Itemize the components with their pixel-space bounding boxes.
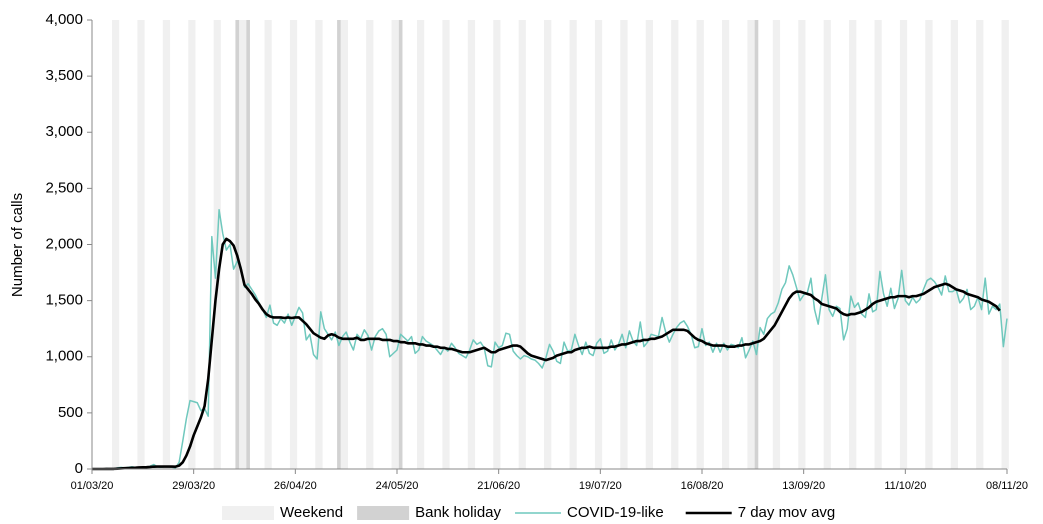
shade-band [246,20,250,469]
y-tick-label: 1,000 [45,348,83,365]
legend: Weekend Bank holiday COVID-19-like 7 day mo… [222,504,835,521]
series-line [92,208,1008,470]
x-tick-label: 16/08/20 [681,480,724,492]
shade-band [442,20,450,469]
shade-band [747,20,755,469]
shade-band [976,20,984,469]
shade-band [671,20,679,469]
legend-label: Weekend [280,504,343,521]
shade-band [366,20,374,469]
x-tick-label: 21/06/20 [477,480,520,492]
y-tick-label: 4,000 [45,11,83,28]
shade-band [594,20,603,469]
shade-band [518,20,526,469]
shade-band [772,20,781,469]
y-tick-label: 3,000 [45,123,83,140]
shade-band [289,20,298,469]
shade-band [162,20,171,469]
lines-layer [92,208,1008,471]
shade-band [137,20,145,469]
shade-band [620,20,628,469]
shade-band [696,20,704,469]
y-tick-label: 0 [75,460,83,477]
x-tick-label: 29/03/20 [172,480,215,492]
shade-band [340,20,348,469]
x-tick-label: 08/11/20 [986,480,1028,492]
shade-band [1001,20,1009,469]
shade-band [754,20,759,469]
y-axis-label: Number of calls [9,193,26,297]
shade-band [899,20,908,469]
shade-band [493,20,501,469]
shade-band [874,20,882,469]
x-tick-label: 11/10/20 [884,480,926,492]
shade-band [798,20,806,469]
legend-swatch [222,506,274,520]
y-tick-label: 3,500 [45,67,83,84]
shade-band [950,20,958,469]
shade-band [645,20,653,469]
shade-band [398,20,403,469]
y-tick-label: 500 [58,404,83,421]
shade-band [569,20,577,469]
legend-swatch [357,506,410,520]
series-line [92,237,1001,471]
shade-band [111,20,120,469]
y-tick-label: 2,500 [45,179,83,196]
y-tick-label: 1,500 [45,292,83,309]
x-tick-label: 13/09/20 [782,480,825,492]
shade-band [544,20,552,469]
x-tick-label: 01/03/20 [71,480,114,492]
x-tick-label: 26/04/20 [274,480,317,492]
legend-label: 7 day mov avg [738,504,836,521]
shade-band [188,20,196,469]
shade-band [721,20,730,469]
x-tick-label: 24/05/20 [376,480,419,492]
shade-band [416,20,425,469]
shade-band [391,20,399,469]
shading-layer [111,20,1009,469]
shade-band [467,20,476,469]
legend-label: COVID-19-like [567,504,664,521]
legend-label: Bank holiday [415,504,501,521]
shade-band [823,20,831,469]
shade-band [315,20,323,469]
shade-band [235,20,240,469]
shade-band [239,20,247,469]
y-tick-label: 2,000 [45,235,83,252]
shade-band [849,20,857,469]
x-tick-label: 19/07/20 [579,480,622,492]
axes-layer: 0 500 1,000 1,500 2,000 2,500 3,000 3,500 4,000 0… [45,11,1028,492]
shade-band [925,20,933,469]
shade-band [337,20,341,469]
shade-band [264,20,272,469]
